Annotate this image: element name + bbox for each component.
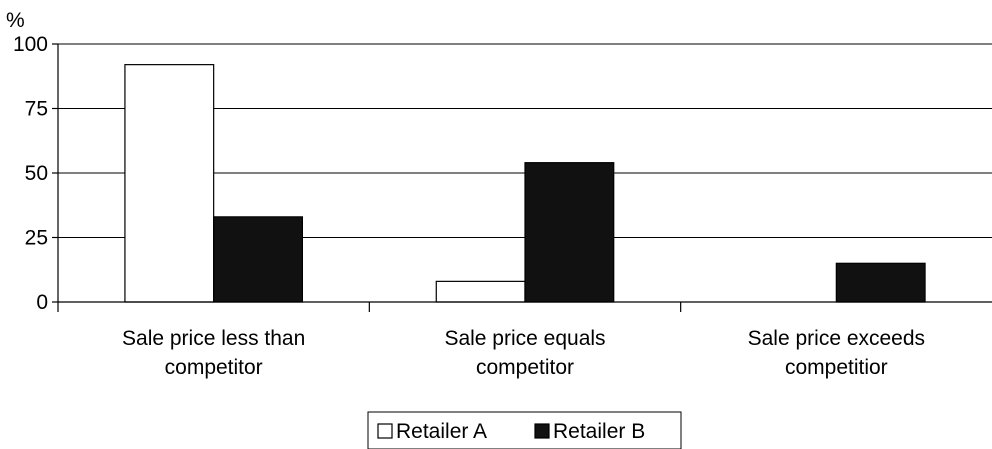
legend-label-retailer-b: Retailer B — [553, 420, 645, 443]
category-label: Sale price equals — [444, 327, 605, 350]
bar-retailer-a-1 — [124, 64, 215, 303]
bar-retailer-a-2 — [435, 280, 526, 303]
category-label: Sale price exceeds — [748, 327, 925, 350]
legend-swatch-retailer-b — [534, 423, 550, 439]
y-tick-label: 25 — [25, 227, 48, 250]
y-tick-label: 50 — [25, 162, 48, 185]
bars — [124, 64, 926, 303]
y-tick-labels: 0 25 50 75 100 — [13, 33, 48, 314]
legend-label-retailer-a: Retailer A — [396, 420, 487, 443]
bar-retailer-b-1 — [213, 216, 303, 303]
axes — [52, 43, 992, 312]
category-label: Sale price less than — [122, 327, 305, 350]
y-tick-label: 75 — [25, 98, 48, 121]
category-label: competitor — [476, 356, 574, 379]
y-tick-label: 0 — [36, 291, 48, 314]
bar-retailer-b-3 — [835, 262, 926, 303]
category-label: competitor — [165, 356, 263, 379]
category-label: competitior — [785, 356, 888, 379]
y-axis-unit-label: % — [6, 9, 25, 32]
y-tick-label: 100 — [13, 33, 48, 56]
category-labels: Sale price less than competitor Sale price… — [122, 327, 925, 379]
legend: Retailer A Retailer B — [367, 411, 682, 449]
legend-frame — [367, 411, 682, 449]
bar-retailer-b-2 — [524, 162, 615, 303]
legend-swatch-retailer-a — [377, 423, 393, 439]
